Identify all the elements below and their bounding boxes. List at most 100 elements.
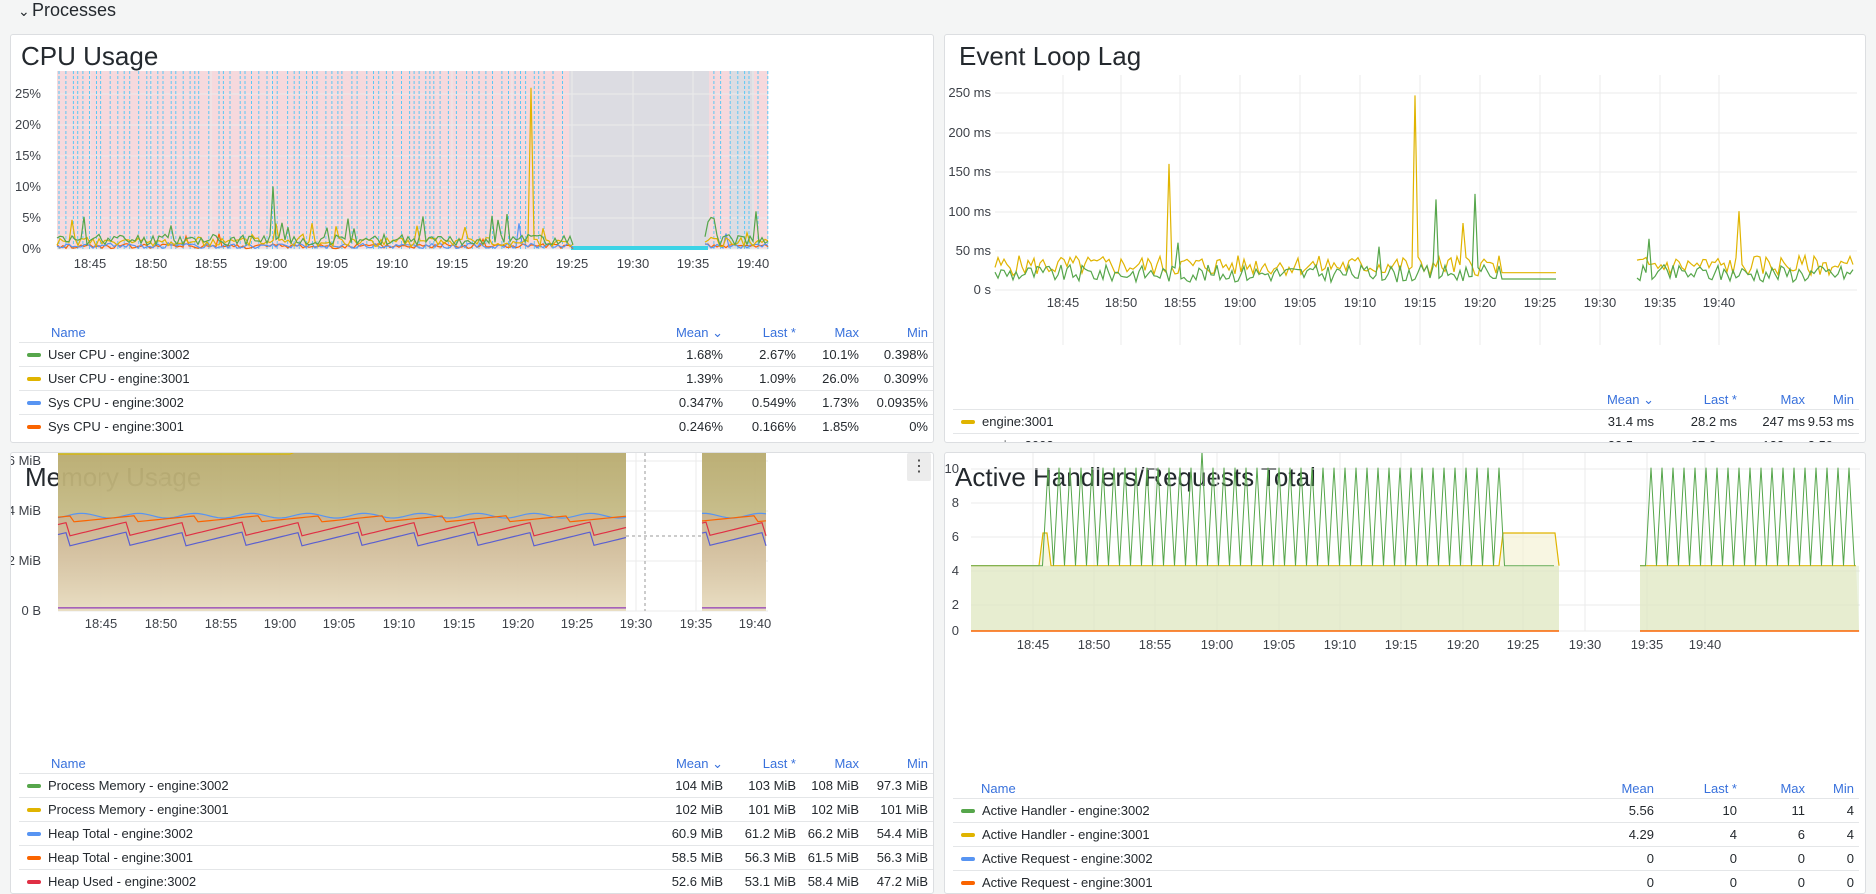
series-line-heap-total-3001 xyxy=(57,515,627,523)
x-tick-label: 18:55 xyxy=(195,256,228,271)
series-color-swatch xyxy=(961,857,975,861)
last-column-header[interactable]: Last * xyxy=(762,325,796,340)
series-name[interactable]: Heap Total - engine:3002 xyxy=(48,826,194,841)
x-tick-label: 19:35 xyxy=(680,616,713,631)
legend-last-value: 0.166% xyxy=(751,419,796,434)
min-column-header[interactable]: Min xyxy=(907,325,928,340)
last-column-header[interactable]: Last * xyxy=(762,756,796,771)
series-name[interactable]: Active Request - engine:3002 xyxy=(982,851,1153,866)
legend-last-value: 28.2 ms xyxy=(1690,414,1737,429)
legend-row[interactable]: Sys CPU - engine:3001 0.246% 0.166% 1.85% 0% xyxy=(19,414,933,438)
series-name[interactable]: engine:3002 xyxy=(982,438,1054,442)
legend-row[interactable]: Active Handler - engine:3002 5.56 10 11 4 xyxy=(953,798,1859,822)
x-tick-label: 19:30 xyxy=(620,616,653,631)
y-tick-label: 32 MiB xyxy=(11,553,41,568)
panel-menu-icon[interactable]: ⋮ xyxy=(907,453,931,481)
series-name[interactable]: Active Handler - engine:3001 xyxy=(982,827,1150,842)
max-column-header[interactable]: Max xyxy=(834,756,859,771)
x-tick-label: 19:30 xyxy=(617,256,650,271)
chevron-down-icon[interactable]: ⌄ xyxy=(18,3,30,19)
series-name[interactable]: Process Memory - engine:3001 xyxy=(48,802,229,817)
mean-column-header[interactable]: Mean ⌄ xyxy=(675,325,723,340)
legend-row[interactable]: Process Memory - engine:3001 102 MiB 101 M… xyxy=(19,797,933,821)
active-handlers-legend: Name Mean Last * Max Min Active Handler - eng… xyxy=(953,778,1859,893)
x-tick-label: 19:00 xyxy=(255,256,288,271)
legend-last-value: 61.2 MiB xyxy=(744,826,796,841)
legend-row[interactable]: Heap Total - engine:3002 60.9 MiB 61.2 MiB… xyxy=(19,821,933,845)
x-tick-label: 19:20 xyxy=(496,256,529,271)
legend-row[interactable]: Heap Used - engine:3002 52.6 MiB 53.1 MiB 5… xyxy=(19,869,933,893)
legend-min-value: 101 MiB xyxy=(880,802,928,817)
series-name[interactable]: Process Memory - engine:3002 xyxy=(48,778,229,793)
legend-header: Name Mean ⌄ Last * Max Min xyxy=(19,322,933,342)
series-color-swatch xyxy=(27,377,41,381)
max-column-header[interactable]: Max xyxy=(834,325,859,340)
legend-row[interactable]: Active Request - engine:3001 0 0 0 0 xyxy=(953,870,1859,893)
max-column-header[interactable]: Max xyxy=(1780,781,1805,796)
legend-mean-value: 102 MiB xyxy=(675,802,723,817)
min-column-header[interactable]: Min xyxy=(907,756,928,771)
legend-max-value: 10.1% xyxy=(822,347,859,362)
x-tick-label: 19:15 xyxy=(436,256,469,271)
legend-row[interactable]: Active Handler - engine:3001 4.29 4 6 4 xyxy=(953,822,1859,846)
series-color-swatch xyxy=(27,353,41,357)
mean-column-header[interactable]: Mean xyxy=(1621,781,1654,796)
x-tick-label: 19:35 xyxy=(1644,295,1677,310)
series-name[interactable]: Heap Used - engine:3002 xyxy=(48,874,197,889)
mean-column-header[interactable]: Mean ⌄ xyxy=(675,756,723,771)
legend-mean-value: 52.6 MiB xyxy=(671,874,723,889)
series-line-engine-3001 xyxy=(994,95,1556,278)
series-name[interactable]: User CPU - engine:3002 xyxy=(48,347,190,362)
x-tick-label: 19:10 xyxy=(1344,295,1377,310)
legend-row[interactable]: Active Request - engine:3002 0 0 0 0 xyxy=(953,846,1859,870)
legend-last-value: 0.549% xyxy=(751,395,796,410)
series-name[interactable]: Sys CPU - engine:3002 xyxy=(48,395,184,410)
name-column-header[interactable]: Name xyxy=(51,325,86,340)
legend-last-value: 10 xyxy=(1722,803,1737,818)
series-name[interactable]: Active Handler - engine:3002 xyxy=(982,803,1150,818)
x-tick-label: 19:20 xyxy=(1447,637,1480,652)
name-column-header[interactable]: Name xyxy=(981,781,1016,796)
legend-row[interactable]: User CPU - engine:3001 1.39% 1.09% 26.0% 0.3… xyxy=(19,366,933,390)
legend-row[interactable]: engine:3001 31.4 ms 28.2 ms 247 ms 9.53 ms xyxy=(953,409,1859,433)
series-name[interactable]: engine:3001 xyxy=(982,414,1054,429)
legend-row[interactable]: engine:3002 22.5 ms27.3 ms122 ms3.59 ms xyxy=(953,433,1859,442)
series-name[interactable]: Active Request - engine:3001 xyxy=(982,875,1153,890)
memory-usage-legend: Name Mean ⌄ Last * Max Min Process Memory - e… xyxy=(19,753,933,893)
legend-mean-value: 22.5 ms xyxy=(1564,438,1654,442)
legend-row[interactable]: Sys CPU - engine:3002 0.347% 0.549% 1.73% 0.… xyxy=(19,390,933,414)
legend-row[interactable]: Process Memory - engine:3002 104 MiB 103 M… xyxy=(19,773,933,797)
name-column-header[interactable]: Name xyxy=(51,756,86,771)
series-name[interactable]: User CPU - engine:3001 xyxy=(48,371,190,386)
series-color-swatch xyxy=(961,833,975,837)
last-column-header[interactable]: Last * xyxy=(1703,781,1737,796)
legend-header: Name Mean Last * Max Min xyxy=(953,778,1859,798)
max-column-header[interactable]: Max xyxy=(1780,392,1805,407)
mean-column-header[interactable]: Mean ⌄ xyxy=(1606,392,1654,407)
series-name[interactable]: Sys CPU - engine:3001 xyxy=(48,419,184,434)
x-tick-label: 19:40 xyxy=(1689,637,1722,652)
event-loop-lag-chart: 18:45 18:50 18:55 19:00 19:05 19:10 19:15 19:20… xyxy=(948,75,1857,345)
legend-mean-value: 60.9 MiB xyxy=(671,826,723,841)
series-name[interactable]: Heap Total - engine:3001 xyxy=(48,850,194,865)
x-tick-label: 19:10 xyxy=(376,256,409,271)
last-column-header[interactable]: Last * xyxy=(1703,392,1737,407)
legend-mean-value: 1.39% xyxy=(686,371,723,386)
series-color-swatch xyxy=(27,808,41,812)
active-handlers-chart: 18:45 18:50 18:55 19:00 19:05 19:10 19:15 19:20… xyxy=(945,453,1860,652)
legend-row[interactable]: Heap Total - engine:3001 58.5 MiB 56.3 MiB… xyxy=(19,845,933,869)
row-header-processes[interactable]: ⌄ Processes xyxy=(0,0,1876,30)
x-tick-label: 19:15 xyxy=(443,616,476,631)
legend-mean-value: 0 xyxy=(1646,875,1654,890)
legend-mean-value: 0.347% xyxy=(678,395,723,410)
row-title[interactable]: Processes xyxy=(32,0,117,20)
min-column-header[interactable]: Min xyxy=(1833,392,1854,407)
x-tick-label: 19:30 xyxy=(1569,637,1602,652)
memory-usage-panel: Memory Usage ⋮ 18:4518:5018:5519:0019:05… xyxy=(10,452,934,894)
y-tick-label: 0 xyxy=(952,623,959,638)
min-column-header[interactable]: Min xyxy=(1833,781,1854,796)
x-tick-label: 19:35 xyxy=(1631,637,1664,652)
legend-row[interactable]: User CPU - engine:3002 1.68% 2.67% 10.1% 0.3… xyxy=(19,342,933,366)
memory-usage-chart: 18:45 18:50 18:55 19:00 19:05 19:10 19:15 19:20… xyxy=(11,453,771,631)
area-handler-3001 xyxy=(971,533,1559,631)
